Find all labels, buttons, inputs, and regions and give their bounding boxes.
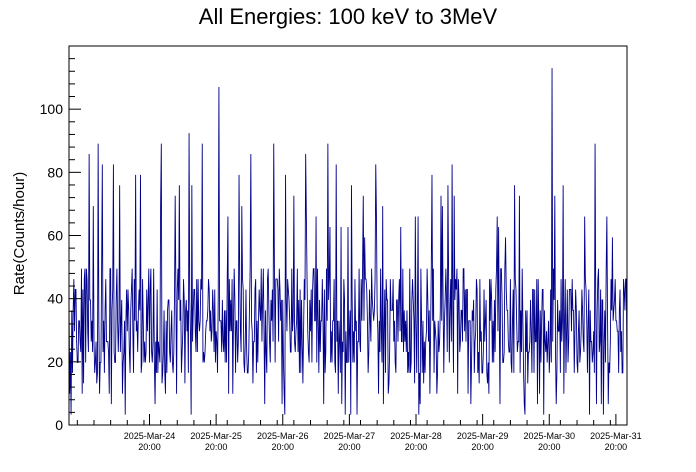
x-tick-time-label: 20:00 [138, 442, 161, 452]
x-tick-time-label: 20:00 [538, 442, 561, 452]
x-tick-date-label: 2025-Mar-28 [390, 431, 442, 441]
x-tick-date-label: 2025-Mar-31 [590, 431, 642, 441]
y-tick-label: 60 [47, 228, 63, 244]
x-tick-date-label: 2025-Mar-29 [457, 431, 509, 441]
x-tick-time-label: 20:00 [405, 442, 428, 452]
x-tick-date-label: 2025-Mar-24 [124, 431, 176, 441]
y-tick-label: 0 [55, 417, 63, 433]
x-tick-date-label: 2025-Mar-26 [257, 431, 309, 441]
x-tick-time-label: 20:00 [471, 442, 494, 452]
x-tick-date-label: 2025-Mar-25 [190, 431, 242, 441]
x-tick-time-label: 20:00 [338, 442, 361, 452]
y-tick-label: 100 [40, 101, 64, 117]
y-tick-label: 40 [47, 291, 63, 307]
rate-series [68, 68, 628, 415]
chart-title: All Energies: 100 keV to 3MeV [198, 4, 498, 29]
x-axis: 2025-Mar-2420:002025-Mar-2520:002025-Mar… [76, 414, 642, 452]
y-axis: 0 20 40 60 80 100 [40, 45, 81, 433]
rate-line [68, 68, 628, 415]
x-tick-date-label: 2025-Mar-27 [324, 431, 376, 441]
x-tick-date-label: 2025-Mar-30 [524, 431, 576, 441]
x-tick-time-label: 20:00 [271, 442, 294, 452]
y-tick-label: 20 [47, 354, 63, 370]
y-axis-title: Rate(Counts/hour) [11, 172, 28, 295]
x-tick-time-label: 20:00 [605, 442, 628, 452]
x-tick-time-label: 20:00 [205, 442, 228, 452]
y-tick-label: 80 [47, 164, 63, 180]
